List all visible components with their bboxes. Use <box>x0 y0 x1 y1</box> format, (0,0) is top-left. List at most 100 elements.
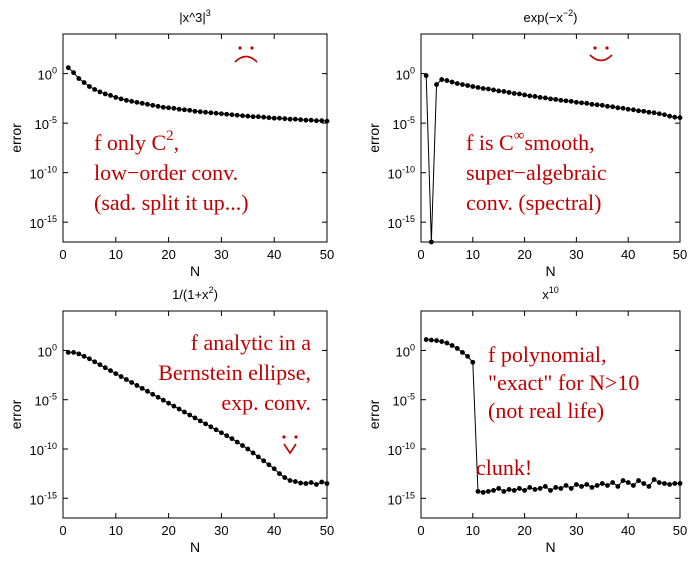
data-point <box>319 479 325 485</box>
data-point <box>160 397 166 403</box>
data-point <box>594 483 600 488</box>
data-point <box>92 87 98 92</box>
data-point <box>423 73 429 78</box>
data-point <box>568 486 574 491</box>
data-point <box>129 98 135 104</box>
data-point <box>537 94 543 100</box>
data-point <box>558 97 564 103</box>
data-point <box>470 84 476 89</box>
data-point <box>667 482 673 487</box>
data-point <box>150 102 156 108</box>
y-tick-label: 10-5 <box>393 392 415 409</box>
data-point <box>672 481 678 486</box>
data-point <box>428 337 434 343</box>
data-point <box>485 86 491 92</box>
y-tick-label: 10-15 <box>388 490 415 507</box>
annotation-line: (sad. split it up...) <box>94 190 249 215</box>
data-point <box>480 489 486 495</box>
chart-title: |x^3|3 <box>179 8 211 25</box>
x-axis-label: N <box>190 539 200 555</box>
data-point <box>224 111 230 117</box>
data-point <box>150 391 156 397</box>
data-point <box>532 487 538 492</box>
x-tick-label: 0 <box>59 247 66 262</box>
x-tick-label: 40 <box>267 523 281 538</box>
data-point <box>630 483 636 488</box>
data-point <box>250 450 256 456</box>
data-point <box>229 112 235 118</box>
data-point <box>460 350 465 355</box>
data-point <box>108 368 113 374</box>
data-point <box>224 433 230 439</box>
data-point <box>298 480 303 486</box>
x-tick-label: 40 <box>621 247 635 262</box>
annotation-clunk: clunk! <box>476 455 532 480</box>
data-point <box>475 488 481 494</box>
plot-frame <box>62 33 328 243</box>
data-point <box>219 430 224 436</box>
data-point <box>677 481 683 486</box>
data-point <box>542 95 548 101</box>
data-point <box>589 101 595 107</box>
data-point <box>517 486 522 491</box>
x-tick-label: 30 <box>214 247 228 262</box>
data-point <box>662 481 667 486</box>
data-point <box>160 104 166 110</box>
data-point <box>537 486 543 491</box>
annotation-line: super−algebraic <box>466 160 607 185</box>
chart-title: 1/(1+x2) <box>172 285 218 302</box>
data-point <box>292 116 298 122</box>
data-point <box>506 487 512 492</box>
data-point <box>123 97 129 103</box>
data-point <box>213 110 219 116</box>
y-axis-label: error <box>8 399 24 429</box>
data-point <box>496 88 502 94</box>
x-tick-label: 30 <box>569 247 583 262</box>
data-point <box>579 484 584 489</box>
data-point <box>610 104 616 110</box>
y-tick-label: 10-5 <box>393 115 415 132</box>
data-point <box>423 337 429 342</box>
data-point <box>229 436 235 442</box>
x-tick-label: 40 <box>621 523 635 538</box>
annotation-line: conv. (spectral) <box>466 190 601 215</box>
data-point <box>641 108 647 114</box>
data-point <box>182 107 187 113</box>
y-tick-label: 100 <box>38 342 57 359</box>
neutral-face-icon <box>282 435 298 455</box>
x-tick-label: 50 <box>320 247 334 262</box>
data-point <box>134 383 140 388</box>
x-tick-label: 20 <box>517 523 531 538</box>
data-point <box>81 80 87 85</box>
data-point <box>553 96 559 102</box>
data-point <box>303 481 309 486</box>
data-point <box>662 112 667 118</box>
data-point <box>145 388 150 394</box>
data-point <box>630 107 636 113</box>
y-tick-label: 10-5 <box>35 392 57 409</box>
data-point <box>558 486 564 491</box>
data-point <box>65 65 71 71</box>
x-tick-label: 50 <box>673 247 687 262</box>
data-point <box>527 485 533 490</box>
data-point <box>610 480 616 485</box>
data-point <box>553 485 559 490</box>
y-axis-label: error <box>366 123 382 153</box>
data-point <box>176 106 182 112</box>
data-point <box>599 481 605 486</box>
data-point <box>672 114 678 120</box>
x-tick-label: 0 <box>417 247 424 262</box>
frown-face-icon <box>234 46 258 63</box>
data-point <box>197 109 203 115</box>
data-point <box>599 102 605 108</box>
data-point <box>118 96 124 102</box>
data-point <box>92 359 98 365</box>
data-point <box>65 350 71 355</box>
annotation-line: Bernstein ellipse, <box>158 360 311 385</box>
x-tick-label: 20 <box>161 247 175 262</box>
y-tick-label: 10-10 <box>388 441 415 458</box>
data-point <box>584 100 590 106</box>
